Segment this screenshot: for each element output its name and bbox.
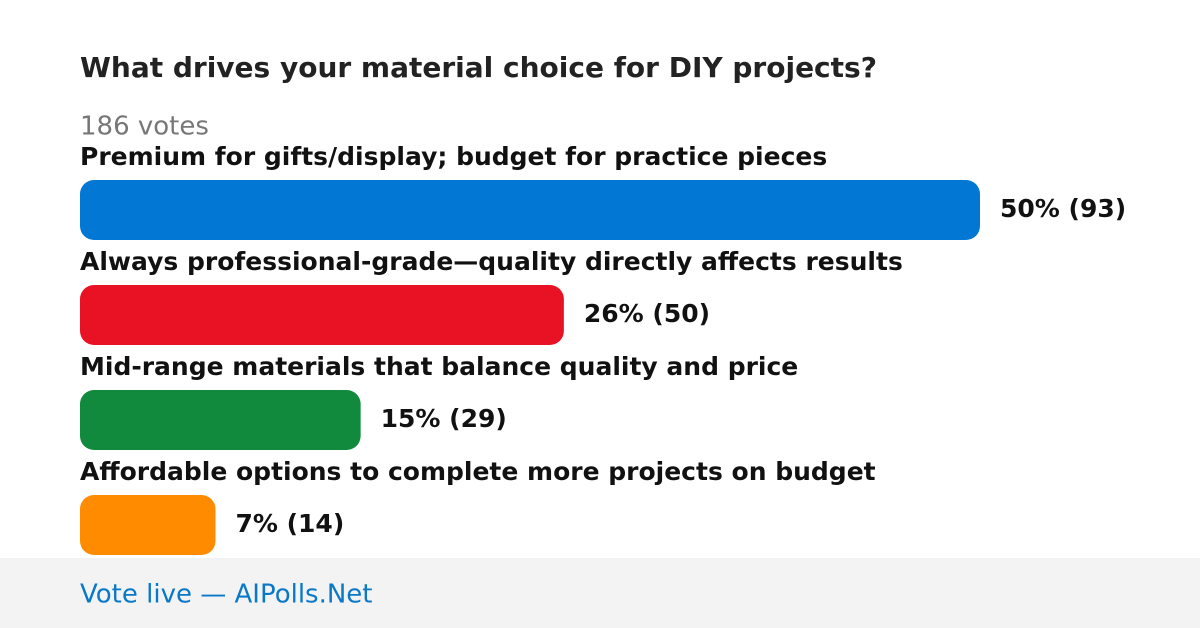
vote-count: 186 votes — [80, 112, 209, 142]
value-label: 26% (50) — [584, 299, 710, 328]
value-label: 15% (29) — [381, 404, 507, 433]
option-label: Premium for gifts/display; budget for pr… — [80, 142, 827, 171]
bar — [80, 495, 216, 555]
chart-title: What drives your material choice for DIY… — [80, 51, 877, 84]
footer-band — [0, 558, 1200, 628]
value-label: 7% (14) — [235, 509, 344, 538]
option-label: Always professional-grade—quality direct… — [80, 247, 903, 276]
bar — [80, 390, 361, 450]
bar — [80, 285, 564, 345]
option-label: Mid-range materials that balance quality… — [80, 352, 798, 381]
option-label: Affordable options to complete more proj… — [80, 457, 876, 486]
footer-link[interactable]: Vote live — AIPolls.Net — [80, 580, 373, 610]
value-label: 50% (93) — [1000, 194, 1126, 223]
bar — [80, 180, 980, 240]
